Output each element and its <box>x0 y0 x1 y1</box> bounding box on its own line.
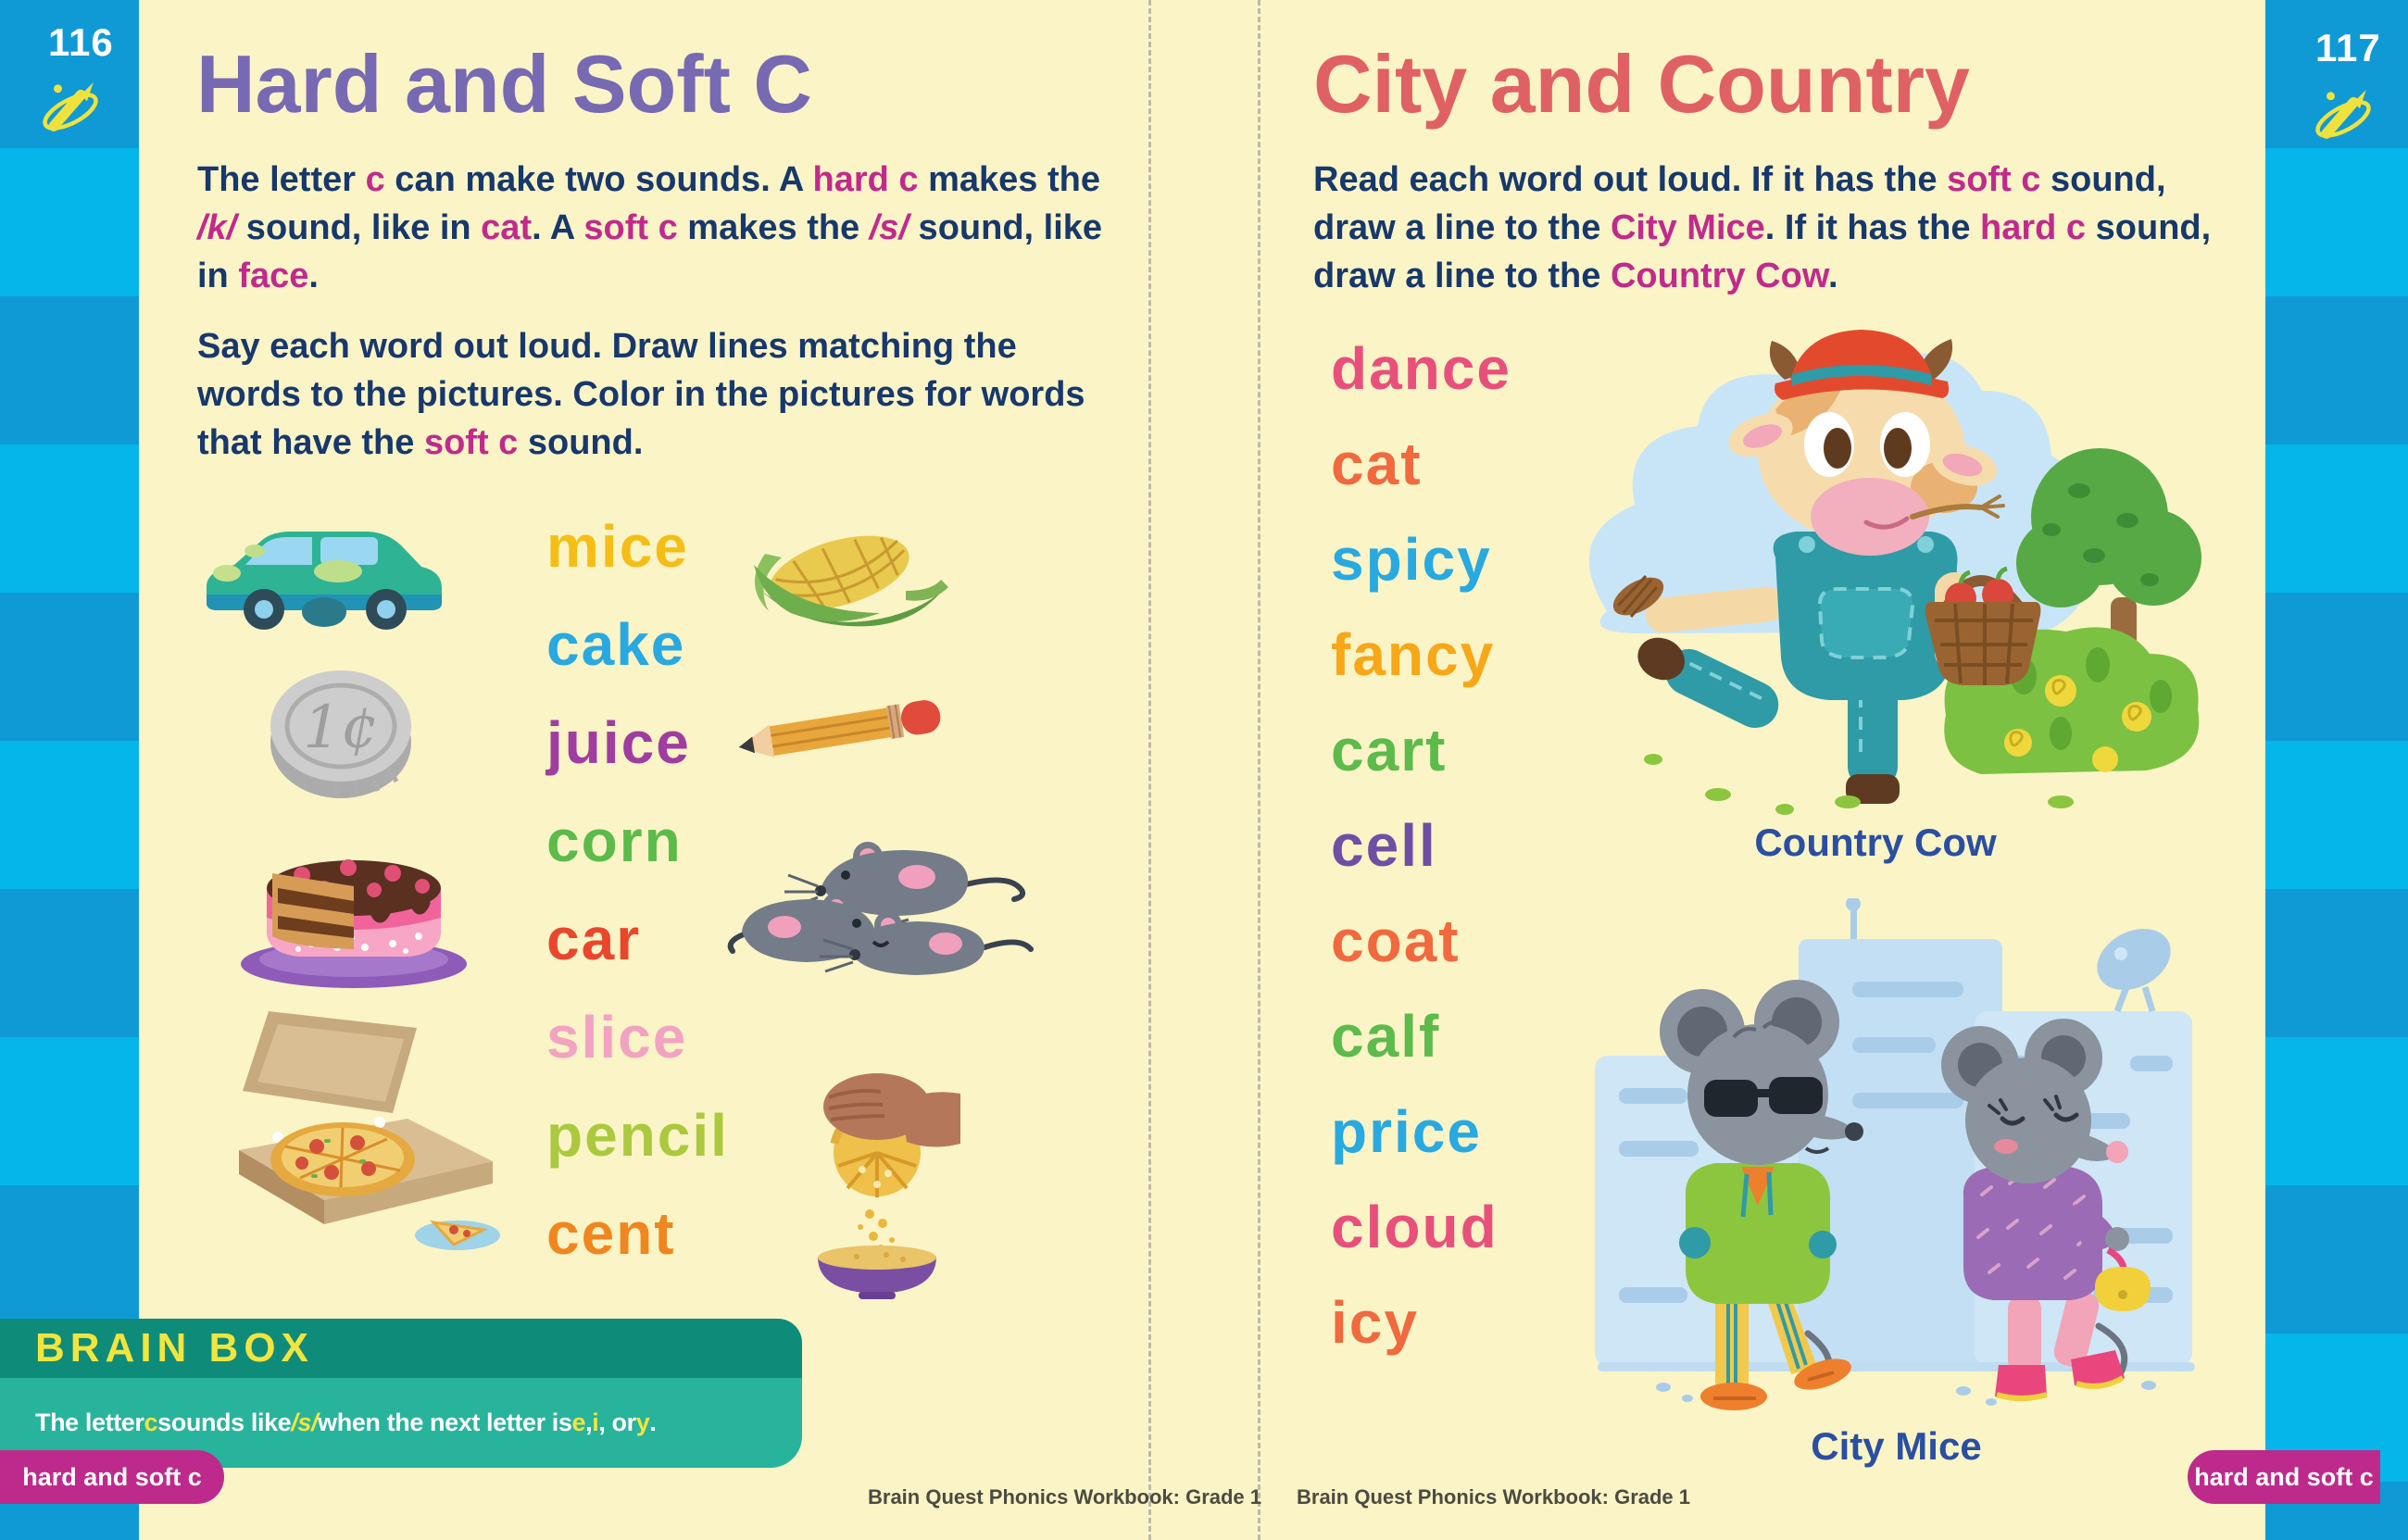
section-tab-label: hard and soft c <box>2194 1462 2374 1491</box>
left-page-edge-bar: 116 <box>0 0 139 1540</box>
word-fancy: fancy <box>1331 621 1496 688</box>
word-cat: cat <box>1331 431 1423 497</box>
mice-image <box>727 838 1037 982</box>
word-corn: corn <box>546 808 683 874</box>
city-mice-caption: City Mice <box>1811 1424 1982 1468</box>
word-calf: calf <box>1331 1003 1441 1070</box>
word-cloud: cloud <box>1331 1194 1499 1260</box>
matching-word-list: mice cake juice corn car slice pencil cent <box>546 500 729 1285</box>
sorting-word-list: dance cat spicy fancy cart cell coat calf price c… <box>1331 324 1511 1373</box>
page-title-city-and-country: City and Country <box>1313 38 1970 130</box>
page-number-117: 117 <box>2315 26 2381 69</box>
cake-image <box>233 827 474 992</box>
word-dance: dance <box>1331 335 1511 402</box>
word-icy: icy <box>1331 1289 1419 1356</box>
word-spicy: spicy <box>1331 526 1492 593</box>
brain-quest-logo-icon <box>37 74 104 141</box>
word-car: car <box>546 906 642 972</box>
country-cow-caption: Country Cow <box>1754 820 1997 864</box>
intro-paragraph: The letter c can make two sounds. A hard… <box>197 160 1103 295</box>
section-tab-left: hard and soft c <box>0 1450 224 1504</box>
page-number-116: 116 <box>48 20 114 64</box>
section-tab-label: hard and soft c <box>22 1462 202 1491</box>
city-mice-image <box>1574 898 2218 1417</box>
cent-coin-image: 1¢ <box>267 659 415 806</box>
word-cent: cent <box>546 1200 676 1267</box>
section-tab-right: hard and soft c <box>2188 1450 2380 1504</box>
brain-quest-logo-icon <box>2310 81 2377 148</box>
juice-image <box>792 1014 963 1301</box>
country-cow-image <box>1542 324 2209 820</box>
brain-box-title: BRAIN BOX <box>35 1325 314 1371</box>
instructions-paragraph-right: Read each word out loud. If it has the s… <box>1313 160 2212 295</box>
word-slice: slice <box>546 1004 688 1070</box>
brain-box-header: BRAIN BOX <box>0 1319 802 1378</box>
right-page-trim-dash <box>1258 0 1260 1540</box>
word-price: price <box>1331 1098 1482 1165</box>
pencil-image <box>730 679 945 779</box>
word-coat: coat <box>1331 908 1461 974</box>
word-cart: cart <box>1331 717 1448 783</box>
word-pencil: pencil <box>546 1102 729 1169</box>
corn-image <box>741 500 949 653</box>
word-cell: cell <box>1331 812 1437 879</box>
instructions-paragraph: Say each word out loud. Draw lines match… <box>197 327 1085 462</box>
left-page-trim-dash <box>1148 0 1151 1540</box>
right-page-edge-bar: 117 <box>2265 0 2408 1540</box>
word-mice: mice <box>546 513 689 580</box>
book-footer-right: Brain Quest Phonics Workbook: Grade 1 <box>1297 1485 1691 1509</box>
page-title-hard-and-soft-c: Hard and Soft C <box>196 38 812 130</box>
word-juice: juice <box>546 709 691 776</box>
svg-text:1¢: 1¢ <box>303 694 378 762</box>
book-footer-left: Brain Quest Phonics Workbook: Grade 1 <box>868 1485 1262 1509</box>
car-image <box>199 514 449 639</box>
pizza-slice-image <box>220 1000 508 1278</box>
word-cake: cake <box>546 611 686 678</box>
